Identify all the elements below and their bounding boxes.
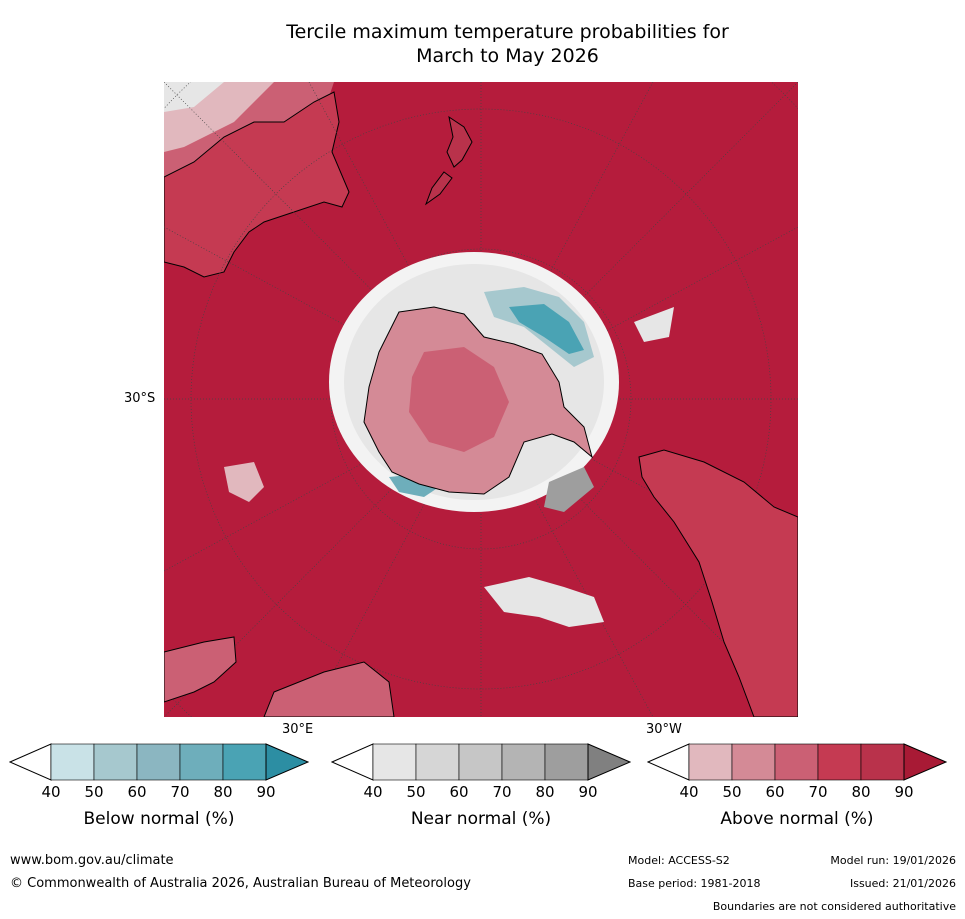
colorbar-below-graphic xyxy=(9,743,309,781)
colorbar-segment xyxy=(860,743,905,781)
footer-issued: Issued: 21/01/2026 xyxy=(849,877,956,890)
footer-url: www.bom.gov.au/climate xyxy=(10,853,174,868)
colorbar-segment xyxy=(179,743,224,781)
colorbar-tick-label: 40 xyxy=(363,783,383,801)
colorbar-segment xyxy=(817,743,862,781)
map-canvas xyxy=(164,82,798,717)
longitude-label-30w: 30°W xyxy=(646,722,682,737)
title-line-2: March to May 2026 xyxy=(416,45,599,67)
colorbar-above-label: Above normal (%) xyxy=(720,809,874,829)
colorbar-segment xyxy=(50,743,95,781)
footer-base-period: Base period: 1981-2018 xyxy=(628,877,761,890)
colorbar-segment xyxy=(731,743,776,781)
near-normal-patch-pacific xyxy=(634,307,674,342)
colorbar-above-ticks: 40 50 60 70 80 90 xyxy=(647,783,947,803)
south-america-landmass xyxy=(638,449,798,717)
colorbar-segment xyxy=(501,743,546,781)
colorbar-tick-label: 80 xyxy=(213,783,233,801)
colorbar-tick-label: 80 xyxy=(535,783,555,801)
below-normal-core-weddell xyxy=(509,304,584,354)
colorbar-tick-label: 80 xyxy=(851,783,871,801)
latitude-label-30s: 30°S xyxy=(124,391,156,406)
near-normal-corner xyxy=(164,82,224,112)
australia-landmass xyxy=(164,91,350,278)
colorbar-segment xyxy=(688,743,733,781)
colorbar-segment xyxy=(458,743,503,781)
polar-map xyxy=(164,82,798,717)
colorbar-near-label: Near normal (%) xyxy=(410,809,552,829)
colorbar-below-label: Below normal (%) xyxy=(83,809,235,829)
chart-title: Tercile maximum temperature probabilitie… xyxy=(160,20,855,68)
colorbar-segment xyxy=(222,743,267,781)
colorbar-above-normal: 40 50 60 70 80 90 Above normal (%) xyxy=(647,743,947,853)
near-normal-patch-indian xyxy=(224,462,264,502)
colorbar-arrow-low xyxy=(9,743,52,781)
colorbar-tick-label: 40 xyxy=(679,783,699,801)
colorbar-tick-label: 70 xyxy=(492,783,512,801)
colorbar-above-graphic xyxy=(647,743,947,781)
footer-model: Model: ACCESS-S2 xyxy=(628,854,730,867)
colorbar-arrow-high xyxy=(587,743,631,781)
footer-model-run: Model run: 19/01/2026 xyxy=(830,854,956,867)
colorbar-segment xyxy=(415,743,460,781)
colorbar-below-normal: 40 50 60 70 80 90 Below normal (%) xyxy=(9,743,309,853)
colorbar-tick-label: 50 xyxy=(722,783,742,801)
title-line-1: Tercile maximum temperature probabilitie… xyxy=(286,21,729,43)
colorbar-segment xyxy=(544,743,589,781)
footer-disclaimer: Boundaries are not considered authoritat… xyxy=(712,900,956,913)
colorbar-arrow-low xyxy=(647,743,690,781)
antarctica-interior xyxy=(409,347,509,452)
colorbar-tick-label: 90 xyxy=(578,783,598,801)
colorbar-below-ticks: 40 50 60 70 80 90 xyxy=(9,783,309,803)
new-zealand-landmass xyxy=(424,115,473,206)
colorbar-segment xyxy=(774,743,819,781)
colorbar-arrow-high xyxy=(265,743,309,781)
africa-landmass xyxy=(164,636,395,717)
footer-copyright: © Commonwealth of Australia 2026, Austra… xyxy=(10,876,471,891)
colorbar-arrow-low xyxy=(331,743,374,781)
colorbar-tick-label: 60 xyxy=(765,783,785,801)
colorbar-tick-label: 90 xyxy=(894,783,914,801)
colorbar-segment xyxy=(372,743,417,781)
colorbar-near-ticks: 40 50 60 70 80 90 xyxy=(331,783,631,803)
near-normal-patch-atlantic xyxy=(484,577,604,627)
colorbar-tick-label: 70 xyxy=(170,783,190,801)
colorbar-segment xyxy=(93,743,138,781)
colorbar-tick-label: 40 xyxy=(41,783,61,801)
longitude-label-30e: 30°E xyxy=(282,722,314,737)
colorbar-tick-label: 70 xyxy=(808,783,828,801)
colorbar-near-graphic xyxy=(331,743,631,781)
colorbar-near-normal: 40 50 60 70 80 90 Near normal (%) xyxy=(331,743,631,853)
colorbar-tick-label: 50 xyxy=(406,783,426,801)
near-normal-dark-patch xyxy=(544,467,594,512)
colorbar-tick-label: 90 xyxy=(256,783,276,801)
colorbar-segment xyxy=(136,743,181,781)
colorbar-tick-label: 60 xyxy=(449,783,469,801)
colorbar-tick-label: 50 xyxy=(84,783,104,801)
colorbar-tick-label: 60 xyxy=(127,783,147,801)
colorbar-arrow-high xyxy=(903,743,947,781)
